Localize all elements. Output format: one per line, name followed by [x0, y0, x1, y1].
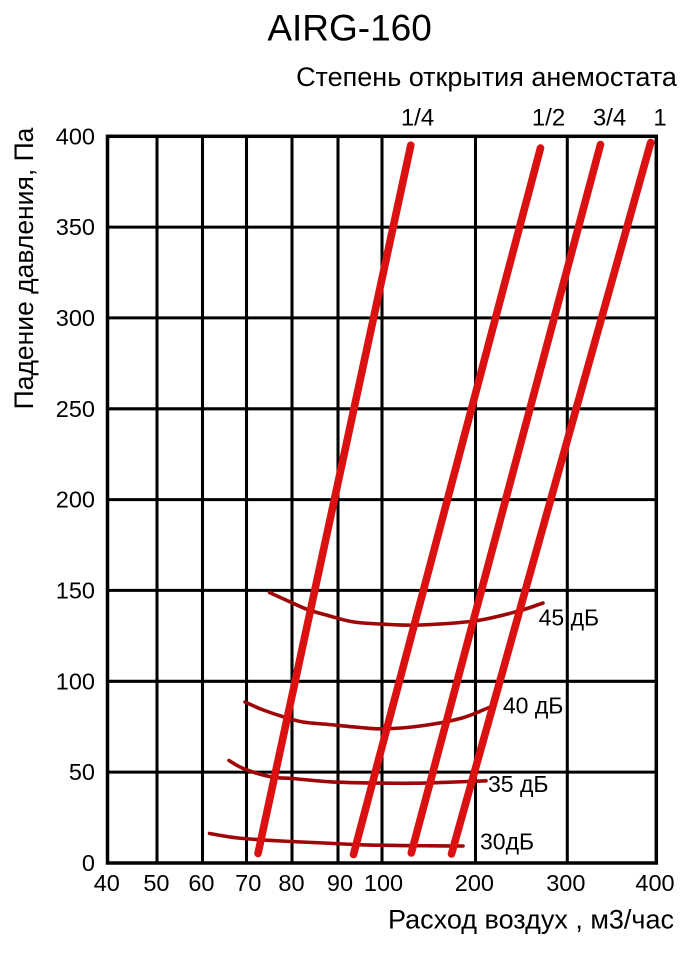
svg-text:400: 400	[56, 123, 95, 149]
svg-text:350: 350	[56, 214, 95, 240]
svg-text:1/4: 1/4	[401, 105, 434, 132]
svg-text:100: 100	[56, 668, 95, 694]
svg-text:35 дБ: 35 дБ	[488, 771, 549, 797]
svg-text:80: 80	[278, 870, 304, 896]
svg-text:200: 200	[56, 487, 95, 513]
svg-text:30дБ: 30дБ	[480, 829, 534, 855]
svg-text:0: 0	[82, 850, 95, 876]
svg-text:Падение давления, Па: Падение давления, Па	[9, 127, 39, 409]
svg-text:60: 60	[188, 870, 214, 896]
svg-text:Расход воздух , м3/час: Расход воздух , м3/час	[388, 905, 674, 935]
svg-text:3/4: 3/4	[593, 105, 626, 132]
svg-text:150: 150	[56, 577, 95, 603]
svg-text:1: 1	[653, 105, 666, 132]
svg-text:50: 50	[143, 870, 169, 896]
svg-text:100: 100	[364, 870, 403, 896]
svg-text:50: 50	[69, 759, 95, 785]
svg-text:1/2: 1/2	[532, 105, 565, 132]
svg-text:45 дБ: 45 дБ	[539, 605, 600, 631]
svg-text:300: 300	[546, 870, 585, 896]
svg-text:70: 70	[235, 870, 261, 896]
svg-text:200: 200	[455, 870, 494, 896]
svg-text:250: 250	[56, 396, 95, 422]
svg-text:AIRG-160: AIRG-160	[267, 8, 432, 49]
svg-text:90: 90	[327, 870, 353, 896]
svg-text:40: 40	[94, 870, 120, 896]
svg-text:40 дБ: 40 дБ	[503, 693, 564, 719]
svg-text:Степень открытия анемостата: Степень открытия анемостата	[296, 62, 678, 92]
svg-text:300: 300	[56, 305, 95, 331]
svg-text:400: 400	[635, 870, 674, 896]
